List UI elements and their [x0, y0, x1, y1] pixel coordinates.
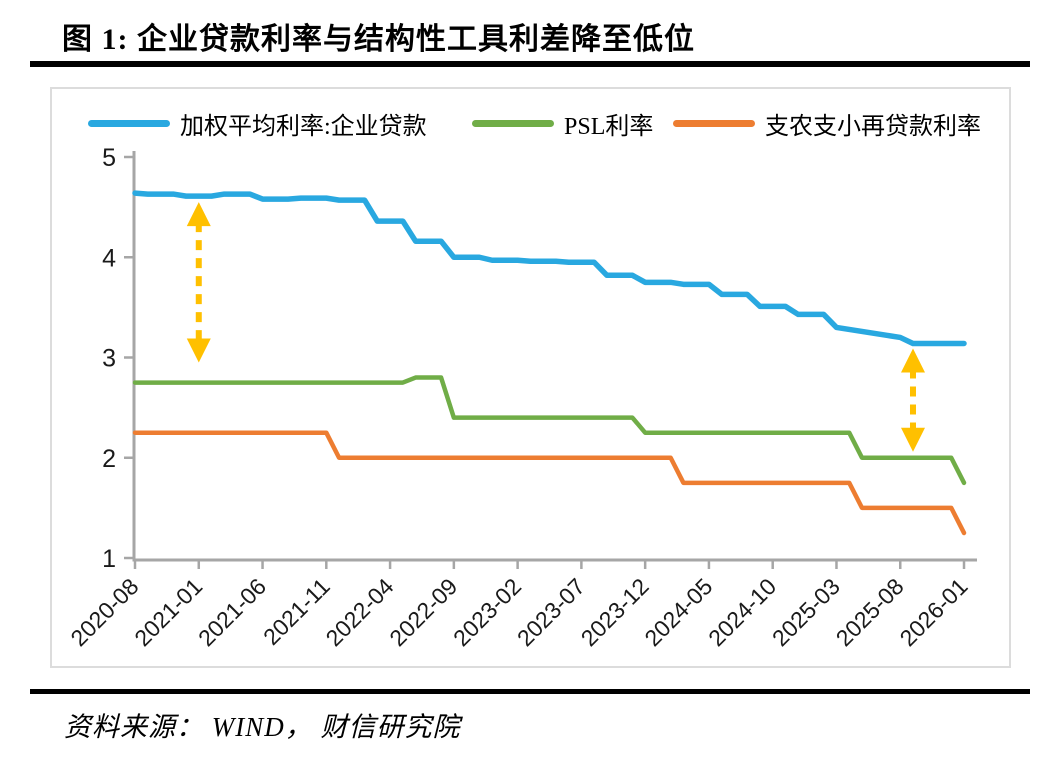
svg-text:2022-09: 2022-09: [384, 573, 462, 651]
legend-item-psl-rate: PSL利率: [472, 107, 654, 140]
svg-text:2025-03: 2025-03: [767, 573, 845, 651]
svg-text:2020-08: 2020-08: [65, 573, 143, 651]
legend-item-corporate-loan-rate: 加权平均利率:企业贷款: [88, 107, 427, 140]
legend-label: 支农支小再贷款利率: [765, 113, 981, 140]
svg-text:5: 5: [102, 144, 116, 172]
svg-text:2025-08: 2025-08: [831, 573, 909, 651]
legend-swatch-green-line-icon: [472, 119, 554, 127]
svg-text:2024-05: 2024-05: [639, 573, 717, 651]
line-chart: 5 4 3 2 12020-082021-012021-062021-112022-04…: [65, 144, 977, 651]
svg-text:4: 4: [102, 244, 116, 272]
svg-text:3: 3: [102, 345, 116, 373]
legend-item-relending-rate: 支农支小再贷款利率: [673, 107, 981, 140]
svg-text:2021-11: 2021-11: [258, 573, 335, 650]
chart-panel: 5 4 3 2 1 2020-08 2021-01 2021-06 2021-11 2022-04…: [50, 87, 1011, 668]
svg-text:2021-06: 2021-06: [193, 573, 271, 651]
bottom-divider-rule: [30, 689, 1030, 694]
svg-text:2023-02: 2023-02: [448, 573, 526, 651]
svg-text:2021-01: 2021-01: [129, 573, 207, 651]
svg-text:2026-01: 2026-01: [894, 573, 972, 651]
svg-text:1: 1: [102, 545, 116, 573]
svg-text:2: 2: [102, 445, 116, 473]
legend-swatch-orange-line-icon: [673, 119, 755, 127]
legend-label: PSL利率: [564, 113, 654, 140]
svg-text:2023-12: 2023-12: [576, 573, 654, 651]
title-divider-rule: [30, 61, 1030, 67]
figure-title: 图 1: 企业贷款利率与结构性工具利差降至低位: [62, 23, 695, 56]
svg-text:2022-04: 2022-04: [321, 573, 399, 651]
source-note: 资料来源： WIND， 财信研究院: [64, 712, 461, 742]
legend-label: 加权平均利率:企业贷款: [180, 113, 427, 140]
svg-text:2023-07: 2023-07: [512, 573, 590, 651]
svg-text:2024-10: 2024-10: [703, 573, 781, 651]
legend-swatch-blue-line-icon: [88, 119, 170, 127]
